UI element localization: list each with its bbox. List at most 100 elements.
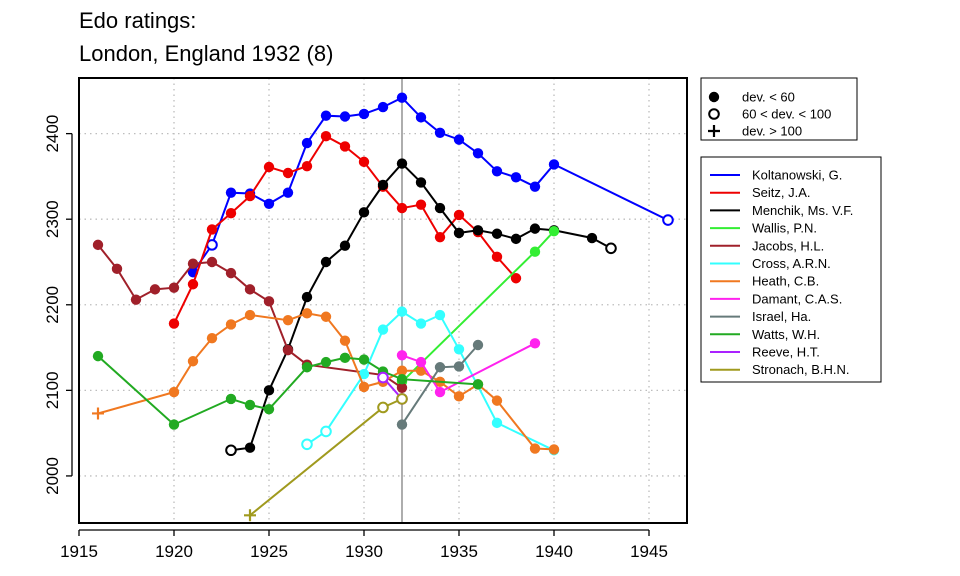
- series-legend-label-8: Israel, Ha.: [752, 309, 811, 324]
- data-point-6-10: [358, 381, 370, 393]
- data-point-5-6: [434, 309, 446, 321]
- y-axis: 2000 2100 2200 2300 2400: [43, 115, 73, 495]
- data-point-2-1: [244, 442, 256, 453]
- data-point-6-6: [282, 314, 294, 326]
- data-point-11-0: [244, 509, 256, 522]
- data-point-8-0: [396, 419, 408, 430]
- series-legend-label-1: Seitz, J.A.: [752, 185, 811, 200]
- data-point-2-2: [263, 385, 275, 396]
- series-11: [244, 393, 408, 522]
- data-point-0-19: [548, 159, 560, 170]
- data-point-4-8: [244, 284, 256, 295]
- data-point-0-5: [282, 187, 294, 198]
- data-point-9-10: [396, 374, 408, 385]
- x-tick-label-1945: 1945: [630, 542, 668, 561]
- data-point-4-6: [206, 256, 218, 268]
- data-point-1-18: [510, 273, 522, 284]
- data-point-9-8: [358, 354, 370, 365]
- data-point-1-17: [491, 251, 503, 263]
- data-point-4-3: [149, 284, 161, 295]
- data-point-4-0: [92, 239, 104, 251]
- series-line-8: [401, 344, 479, 426]
- data-point-7-1: [415, 356, 427, 368]
- data-point-9-5: [301, 362, 313, 373]
- marker-legend-label-2: dev. > 100: [742, 124, 802, 139]
- data-point-6-4: [225, 319, 237, 330]
- series-line-11: [249, 397, 403, 517]
- y-tick-label-2100: 2100: [43, 371, 62, 409]
- data-point-1-5: [263, 161, 275, 173]
- data-point-0-18: [529, 181, 541, 192]
- data-point-7-0: [396, 350, 408, 361]
- data-point-2-10: [415, 177, 427, 188]
- data-point-1-6: [282, 167, 294, 179]
- data-point-2-4: [301, 291, 313, 303]
- x-axis: 1915 1920 1925 1930 1935 1940 1945: [60, 529, 668, 561]
- data-point-0-15: [472, 148, 484, 159]
- data-point-5-3: [377, 324, 389, 335]
- data-point-0-12: [415, 112, 427, 123]
- data-point-9-2: [225, 393, 237, 405]
- data-point-9-7: [339, 352, 351, 364]
- data-point-2-16: [529, 223, 541, 234]
- data-point-2-5: [320, 256, 332, 268]
- data-point-0-11: [396, 92, 408, 103]
- data-point-2-19: [605, 242, 617, 255]
- data-point-1-0: [168, 318, 180, 329]
- marker-legend-label-1: 60 < dev. < 100: [742, 107, 831, 122]
- data-point-1-1: [187, 279, 199, 290]
- data-point-2-11: [434, 202, 446, 214]
- marker-legend: dev. < 60 60 < dev. < 100 dev. > 100: [700, 77, 858, 141]
- y-tick-label-2200: 2200: [43, 286, 62, 324]
- data-point-8-1: [434, 362, 446, 373]
- data-point-1-2: [206, 224, 218, 235]
- series-legend-label-3: Wallis, P.N.: [752, 221, 817, 236]
- data-point-3-1: [529, 246, 541, 257]
- chart-title-line-2: London, England 1932 (8): [79, 41, 333, 66]
- data-point-7-3: [529, 338, 541, 349]
- data-point-6-15: [453, 391, 465, 402]
- data-point-3-2: [548, 225, 560, 237]
- data-point-9-6: [320, 356, 332, 368]
- data-point-8-3: [472, 339, 484, 351]
- data-point-0-17: [510, 172, 522, 183]
- data-point-1-14: [434, 231, 446, 243]
- data-point-0-20: [662, 214, 674, 226]
- data-point-2-12: [453, 227, 465, 239]
- data-point-6-1: [168, 386, 180, 398]
- data-point-1-13: [415, 199, 427, 210]
- data-point-0-10: [377, 101, 389, 113]
- marker-legend-symbol-2: [708, 125, 720, 137]
- series-line-7: [401, 342, 536, 394]
- x-tick-label-1915: 1915: [60, 542, 98, 561]
- data-point-6-8: [320, 311, 332, 322]
- data-point-5-4: [396, 306, 408, 317]
- data-point-8-2: [453, 361, 465, 372]
- grid: [79, 78, 687, 523]
- data-point-4-1: [111, 263, 123, 275]
- y-tick-label-2300: 2300: [43, 200, 62, 238]
- data-point-6-19: [548, 444, 560, 455]
- data-point-9-1: [168, 419, 180, 430]
- series-layer: [92, 92, 674, 522]
- data-point-5-5: [415, 318, 427, 329]
- data-point-6-3: [206, 332, 218, 344]
- x-tick-label-1935: 1935: [440, 542, 478, 561]
- series-legend-label-5: Cross, A.R.N.: [752, 256, 831, 271]
- data-point-4-10: [282, 344, 294, 356]
- x-tick-label-1930: 1930: [345, 542, 383, 561]
- y-tick-label-2000: 2000: [43, 457, 62, 495]
- data-point-10-0: [377, 371, 389, 384]
- chart-title-line-1: Edo ratings:: [79, 8, 196, 33]
- data-point-2-15: [510, 233, 522, 245]
- x-tick-label-1920: 1920: [155, 542, 193, 561]
- data-point-4-13: [396, 382, 408, 393]
- series-legend-label-10: Reeve, H.T.: [752, 345, 820, 360]
- data-point-0-9: [358, 108, 370, 120]
- data-point-1-8: [320, 130, 332, 142]
- series-legend-label-7: Damant, C.A.S.: [752, 291, 842, 306]
- series-8: [396, 339, 484, 430]
- data-point-6-2: [187, 356, 199, 367]
- series-line-0: [192, 96, 669, 273]
- series-legend-label-9: Watts, W.H.: [752, 327, 820, 342]
